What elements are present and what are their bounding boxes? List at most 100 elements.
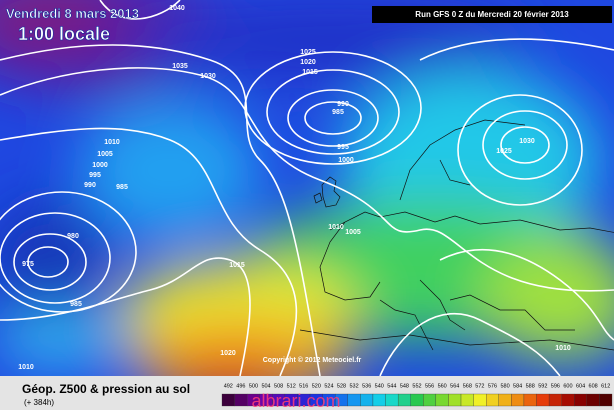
colorbar-swatch — [385, 393, 399, 407]
colorbar-swatch — [435, 393, 449, 407]
colorbar-label: 504 — [261, 383, 270, 389]
colorbar-swatch — [372, 393, 386, 407]
legend-lead: (+ 384h) — [24, 398, 54, 407]
colorbar-swatch — [460, 393, 474, 407]
colorbar-label: 588 — [526, 383, 535, 389]
colorbar-label: 596 — [551, 383, 560, 389]
time: 1:00 locale — [18, 24, 110, 44]
colorbar-label: 572 — [475, 383, 484, 389]
isobar-label: 1025 — [300, 49, 316, 56]
copyright: Copyright © 2012 Meteociel.fr — [263, 356, 362, 364]
isobar-label: 1010 — [555, 345, 571, 352]
colorbar-label: 564 — [450, 383, 459, 389]
colorbar-swatch — [360, 393, 374, 407]
colorbar-label: 508 — [274, 383, 283, 389]
isobar — [0, 44, 321, 376]
colorbar-swatch — [473, 393, 487, 407]
colorbar-label: 600 — [563, 383, 572, 389]
isobar — [0, 67, 614, 292]
isobar — [287, 89, 379, 147]
colorbar-label: 552 — [412, 383, 421, 389]
colorbar-swatch — [397, 393, 411, 407]
isobar-label: 1035 — [172, 63, 188, 70]
colorbar-label: 560 — [438, 383, 447, 389]
isobar — [482, 110, 568, 180]
isobar-label: 1010 — [18, 364, 34, 371]
legend-title: Géop. Z500 & pression au sol — [22, 382, 190, 396]
colorbar-swatch — [574, 393, 587, 407]
coastlines — [299, 119, 614, 351]
colorbar-swatch — [599, 393, 613, 407]
isobar — [13, 233, 87, 291]
isobar-label: 1040 — [169, 5, 185, 12]
colorbar-label: 516 — [299, 383, 308, 389]
isobar-label: 1000 — [338, 157, 354, 164]
isobar-label: 980 — [67, 233, 79, 240]
colorbar-label: 556 — [425, 383, 434, 389]
isobar — [0, 212, 111, 304]
isobar-label: 995 — [337, 144, 349, 151]
isobar-label: 985 — [70, 301, 82, 308]
isobar-label: 990 — [84, 182, 96, 189]
colorbar-label: 548 — [400, 383, 409, 389]
isobar — [266, 69, 400, 155]
colorbar-label: 492 — [224, 383, 233, 389]
colorbar-label: 540 — [375, 383, 384, 389]
isobar — [244, 51, 422, 165]
colorbar-label: 608 — [589, 383, 598, 389]
colorbar-label: 568 — [463, 383, 472, 389]
colorbar-swatch — [586, 393, 600, 407]
isobar-label: 1010 — [104, 139, 120, 146]
isobar-label: 1020 — [300, 59, 316, 66]
isobar-label: 1015 — [302, 69, 318, 76]
colorbar-swatch — [486, 393, 499, 407]
colorbar-swatch — [234, 393, 248, 407]
colorbar-label: 584 — [513, 383, 522, 389]
isobar-label: 1005 — [345, 229, 361, 236]
coast-europe — [319, 211, 614, 351]
colorbar-swatch — [548, 393, 562, 407]
isobar-label: 995 — [89, 172, 101, 179]
date: Vendredi 8 mars 2013 — [6, 6, 139, 21]
isobar-label: 975 — [22, 261, 34, 268]
isobar — [27, 246, 69, 278]
isobar-labels: 1040 1035 1030 1025 1020 1015 990 985 995 1000 101… — [18, 5, 571, 371]
isobar-label: 1020 — [220, 350, 236, 357]
colorbar: 492 496 500 504 508 512 516 520 524 528 532 536 540 5… — [221, 383, 613, 407]
colorbar-label: 528 — [337, 383, 346, 389]
coast-uk — [313, 176, 341, 208]
isobar — [379, 248, 614, 376]
colorbar-label: 612 — [601, 383, 610, 389]
isobar-label: 1015 — [229, 262, 245, 269]
colorbar-swatch — [221, 393, 235, 407]
colorbar-swatch — [561, 393, 575, 407]
colorbar-swatch — [536, 393, 550, 407]
colorbar-swatch — [511, 393, 525, 407]
colorbar-label: 520 — [312, 383, 321, 389]
isobar-label: 1025 — [496, 148, 512, 155]
colorbar-swatch — [410, 393, 424, 407]
colorbar-label: 536 — [362, 383, 371, 389]
colorbar-swatch — [347, 393, 361, 407]
isobar — [99, 0, 614, 61]
isobar — [0, 191, 137, 313]
isobar-label: 1005 — [97, 151, 113, 158]
colorbar-swatch — [423, 393, 437, 407]
isobar — [0, 127, 298, 376]
colorbar-label: 592 — [538, 383, 547, 389]
colorbar-label: 524 — [324, 383, 333, 389]
colorbar-label: 544 — [387, 383, 396, 389]
isobar-label: 1030 — [519, 138, 535, 145]
isobar-label: 1000 — [92, 162, 108, 169]
colorbar-label: 512 — [287, 383, 296, 389]
isobar — [304, 101, 362, 135]
isobar-label: 985 — [116, 184, 128, 191]
run-box — [372, 6, 612, 23]
watermark: albrari.com — [251, 391, 340, 410]
run: Run GFS 0 Z du Mercredi 20 février 2013 — [415, 10, 569, 19]
isobar — [457, 94, 583, 206]
colorbar-swatch — [523, 393, 537, 407]
